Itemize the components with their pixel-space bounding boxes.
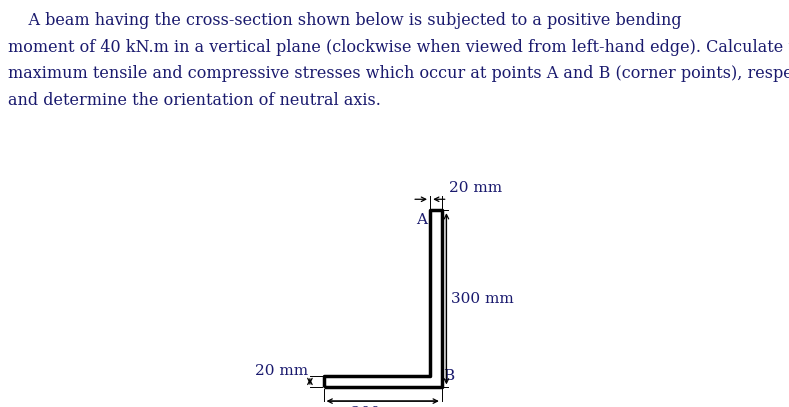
Text: 20 mm: 20 mm	[255, 364, 308, 378]
Text: 200 mm: 200 mm	[351, 406, 414, 407]
Text: maximum tensile and compressive stresses which occur at points A and B (corner p: maximum tensile and compressive stresses…	[8, 65, 789, 82]
Text: moment of 40 kN.m in a vertical plane (clockwise when viewed from left-hand edge: moment of 40 kN.m in a vertical plane (c…	[8, 39, 789, 56]
Text: 20 mm: 20 mm	[449, 182, 502, 195]
Text: B: B	[443, 369, 454, 383]
Text: 300 mm: 300 mm	[451, 292, 514, 306]
Text: and determine the orientation of neutral axis.: and determine the orientation of neutral…	[8, 92, 381, 109]
Text: A: A	[416, 213, 427, 228]
Text: A beam having the cross-section shown below is subjected to a positive bending: A beam having the cross-section shown be…	[8, 12, 682, 29]
